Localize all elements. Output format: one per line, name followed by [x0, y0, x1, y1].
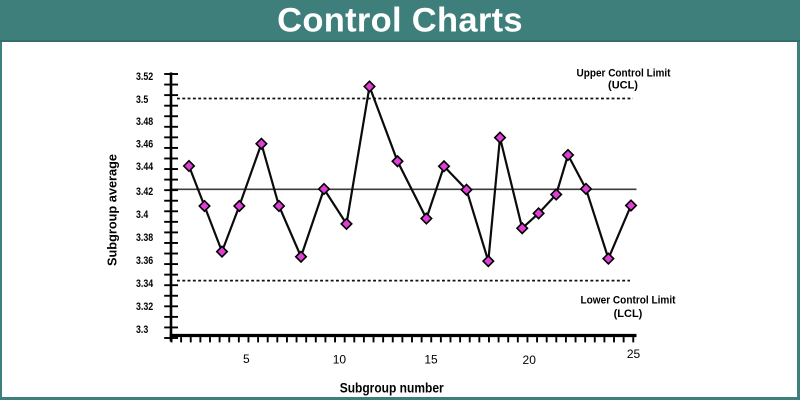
svg-text:15: 15	[424, 353, 438, 367]
svg-text:20: 20	[523, 353, 537, 367]
svg-text:3.42: 3.42	[136, 186, 153, 198]
svg-text:3.36: 3.36	[136, 255, 153, 267]
svg-text:Subgroup number: Subgroup number	[340, 381, 445, 396]
svg-text:(LCL): (LCL)	[614, 308, 643, 320]
svg-text:(UCL): (UCL)	[608, 80, 638, 92]
svg-text:3.4: 3.4	[136, 209, 149, 221]
svg-text:5: 5	[243, 352, 250, 366]
svg-text:Upper Control Limit: Upper Control Limit	[577, 68, 671, 80]
svg-text:3.3: 3.3	[136, 324, 148, 336]
svg-text:Lower Control Limit: Lower Control Limit	[581, 295, 676, 307]
svg-text:3.48: 3.48	[136, 116, 153, 128]
svg-text:3.34: 3.34	[136, 278, 154, 290]
svg-text:3.32: 3.32	[136, 301, 153, 313]
svg-text:10: 10	[333, 353, 347, 367]
svg-text:3.5: 3.5	[136, 94, 148, 106]
svg-text:Subgroup average: Subgroup average	[105, 154, 120, 266]
svg-text:3.44: 3.44	[136, 161, 154, 173]
svg-text:25: 25	[627, 347, 641, 361]
svg-text:3.46: 3.46	[136, 138, 153, 150]
svg-text:3.38: 3.38	[136, 232, 153, 244]
svg-text:3.52: 3.52	[136, 71, 153, 83]
